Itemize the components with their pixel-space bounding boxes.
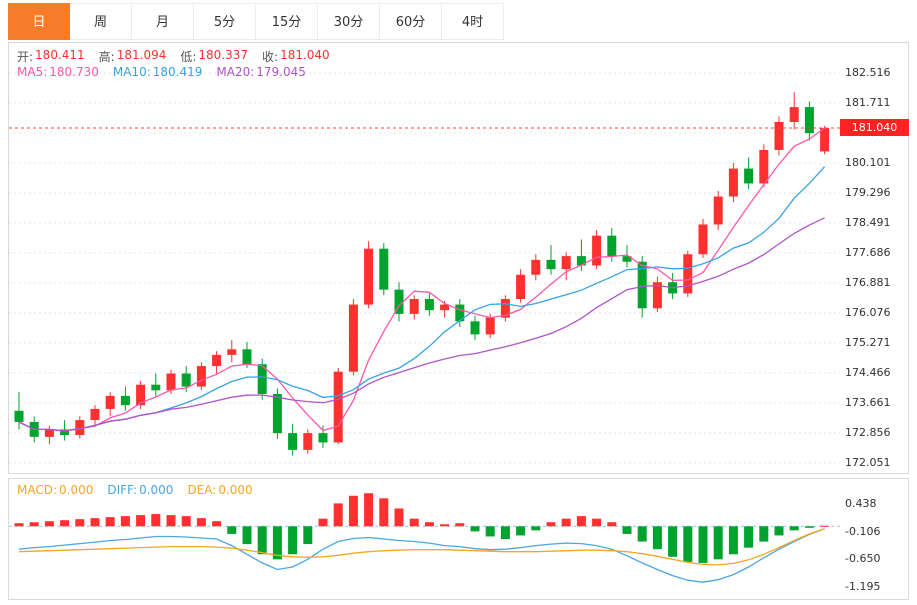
- current-price-label: 181.040: [840, 118, 909, 136]
- price-tick-label: 172.051: [845, 455, 891, 469]
- tab-15min[interactable]: 15分: [256, 3, 318, 40]
- main-chart-panel[interactable]: 开: 180.411 高: 181.094 低: 180.337 收: 181.040 …: [8, 42, 841, 474]
- price-tick-label: 180.101: [845, 155, 891, 169]
- price-tick-label: 178.491: [845, 215, 891, 229]
- tab-week[interactable]: 周: [70, 3, 132, 40]
- price-tick-label: 179.296: [845, 185, 891, 199]
- price-tick-label: 175.271: [845, 335, 891, 349]
- macd-axis: 0.438 -0.106 -0.650 -1.195: [840, 478, 909, 600]
- tab-day[interactable]: 日: [8, 3, 70, 40]
- price-tick-label: 181.711: [845, 95, 891, 109]
- tab-5min[interactable]: 5分: [194, 3, 256, 40]
- macd-tick-label: -1.195: [845, 580, 881, 594]
- price-axis: 182.516 181.711 180.101 179.296 178.491 177.6…: [840, 42, 909, 474]
- tab-month[interactable]: 月: [132, 3, 194, 40]
- candlestick-chart[interactable]: [9, 43, 840, 473]
- dea-value: DEA: 0.000: [187, 483, 253, 497]
- close-value: 收: 181.040: [262, 48, 330, 64]
- macd-panel[interactable]: MACD: 0.000 DIFF: 0.000 DEA: 0.000: [8, 478, 841, 600]
- diff-value: DIFF: 0.000: [107, 483, 174, 497]
- price-tick-label: 172.856: [845, 425, 891, 439]
- macd-tick-label: -0.106: [845, 524, 881, 538]
- ohlc-info: 开: 180.411 高: 181.094 低: 180.337 收: 181.040: [17, 48, 330, 65]
- price-tick-label: 182.516: [845, 65, 891, 79]
- tab-60min[interactable]: 60分: [380, 3, 442, 40]
- price-tick-label: 173.661: [845, 395, 891, 409]
- macd-tick-label: -0.650: [845, 552, 881, 566]
- ma20-value: MA20: 179.045: [216, 65, 306, 79]
- ma5-value: MA5: 180.730: [17, 65, 99, 79]
- macd-info: MACD: 0.000 DIFF: 0.000 DEA: 0.000: [17, 483, 253, 497]
- tab-30min[interactable]: 30分: [318, 3, 380, 40]
- open-value: 开: 180.411: [17, 48, 85, 64]
- tab-4hour[interactable]: 4时: [442, 3, 504, 40]
- ma-info: MA5: 180.730 MA10: 180.419 MA20: 179.045: [17, 65, 306, 79]
- price-tick-label: 177.686: [845, 245, 891, 259]
- ma10-value: MA10: 180.419: [112, 65, 203, 79]
- low-value: 低: 180.337: [180, 48, 249, 64]
- macd-tick-label: 0.438: [845, 497, 877, 511]
- high-value: 高: 181.094: [98, 48, 167, 64]
- price-tick-label: 174.466: [845, 365, 891, 379]
- price-tick-label: 176.881: [845, 275, 891, 289]
- price-tick-label: 176.076: [845, 305, 891, 319]
- macd-value: MACD: 0.000: [17, 483, 94, 497]
- timeframe-tabbar: 日周月 5分 15分 30分 60分 4时: [8, 3, 504, 40]
- macd-chart[interactable]: [9, 479, 840, 599]
